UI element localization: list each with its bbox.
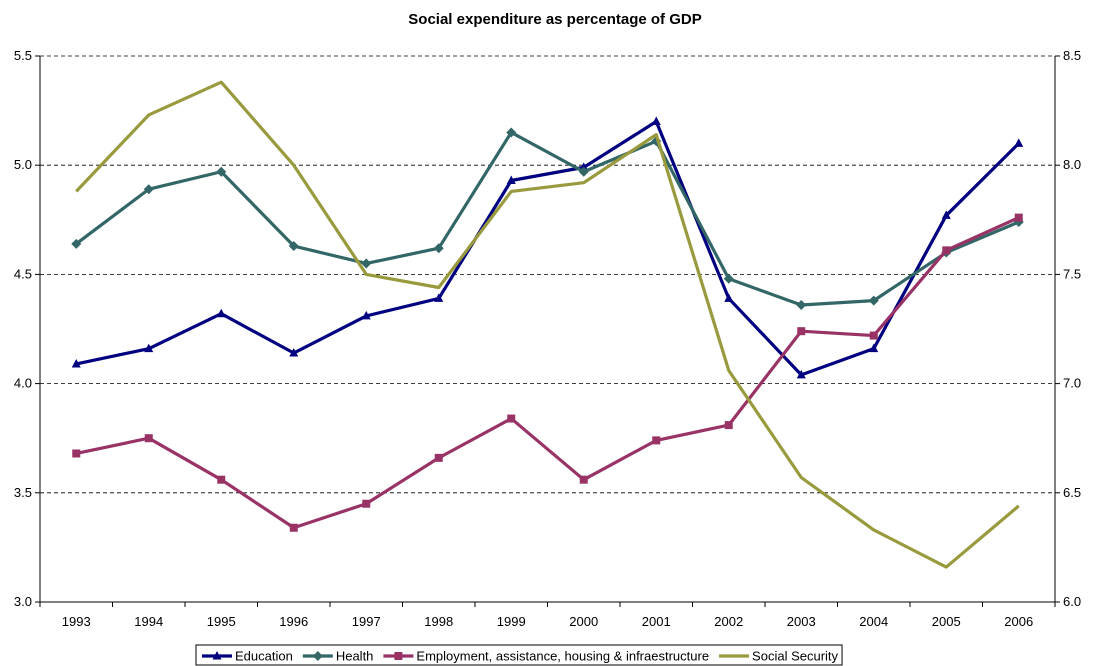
legend-item-0: Education bbox=[202, 649, 293, 664]
data-point-square bbox=[652, 436, 661, 445]
series-line bbox=[75, 130, 1020, 307]
series-0 bbox=[71, 116, 1024, 379]
chart-title: Social expenditure as percentage of GDP bbox=[408, 11, 701, 28]
data-point-diamond bbox=[796, 299, 807, 310]
x-tick-label: 1994 bbox=[134, 614, 163, 629]
legend-item-2: Employment, assistance, housing & infrae… bbox=[383, 649, 709, 664]
data-point-square bbox=[1014, 213, 1023, 222]
data-point-square bbox=[579, 475, 588, 484]
data-point-diamond bbox=[288, 241, 299, 252]
right-tick-label: 6.0 bbox=[1063, 594, 1081, 609]
series-line bbox=[75, 119, 1020, 377]
left-tick-label: 4.0 bbox=[14, 376, 32, 391]
data-point-triangle bbox=[434, 293, 444, 302]
x-tick-label: 2004 bbox=[859, 614, 888, 629]
data-point-triangle bbox=[212, 651, 222, 660]
data-point-diamond bbox=[868, 295, 879, 306]
right-tick-label: 8.0 bbox=[1063, 157, 1081, 172]
legend-label: Health bbox=[336, 649, 374, 664]
legend-label: Education bbox=[235, 649, 293, 664]
series-line bbox=[75, 216, 1020, 530]
right-tick-label: 8.5 bbox=[1063, 48, 1081, 63]
data-point-square bbox=[217, 475, 226, 484]
x-tick-label: 1995 bbox=[207, 614, 236, 629]
x-tick-label: 2006 bbox=[1004, 614, 1033, 629]
axes: 3.0 3.5 4.0 4.5 5.0 5.5 6.0 6.5 7.0 7.5 8.0 8.5 1993… bbox=[14, 48, 1081, 629]
series-3 bbox=[75, 80, 1020, 569]
data-point-diamond bbox=[216, 166, 227, 177]
data-point-triangle bbox=[651, 116, 661, 126]
x-tick-label: 2002 bbox=[714, 614, 743, 629]
right-tick-label: 7.5 bbox=[1063, 266, 1081, 281]
left-tick-label: 3.0 bbox=[14, 594, 32, 609]
left-tick-label: 5.0 bbox=[14, 157, 32, 172]
right-tick-label: 7.0 bbox=[1063, 376, 1081, 391]
legend-label: Social Security bbox=[752, 649, 838, 664]
legend-item-1: Health bbox=[302, 649, 374, 664]
right-tick-label: 6.5 bbox=[1063, 485, 1081, 500]
x-tick-label: 1993 bbox=[62, 614, 91, 629]
data-point-triangle bbox=[71, 358, 81, 368]
x-tick-label: 2001 bbox=[642, 614, 671, 629]
legend-box bbox=[195, 644, 843, 666]
data-point-triangle bbox=[796, 369, 806, 379]
data-point-diamond bbox=[312, 651, 323, 661]
gridlines bbox=[40, 55, 1055, 494]
x-tick-label: 2003 bbox=[787, 614, 816, 629]
data-point-square bbox=[72, 449, 81, 458]
data-point-square bbox=[797, 327, 806, 336]
data-point-triangle bbox=[869, 343, 879, 353]
series-layer bbox=[71, 80, 1024, 569]
data-point-triangle bbox=[289, 348, 299, 357]
legend-item-3: Social Security bbox=[719, 649, 839, 664]
data-point-diamond bbox=[723, 273, 734, 284]
data-point-square bbox=[724, 421, 733, 430]
left-tick-label: 5.5 bbox=[14, 48, 32, 63]
data-point-square bbox=[507, 414, 516, 423]
data-point-triangle bbox=[941, 210, 951, 219]
data-point-triangle bbox=[506, 175, 516, 184]
data-point-triangle bbox=[144, 343, 154, 353]
x-tick-label: 2005 bbox=[932, 614, 961, 629]
x-tick-label: 2000 bbox=[569, 614, 598, 629]
data-point-triangle bbox=[361, 310, 371, 320]
data-point-square bbox=[942, 246, 951, 255]
data-point-diamond bbox=[361, 258, 372, 269]
data-point-square bbox=[434, 453, 443, 462]
x-tick-label: 1996 bbox=[279, 614, 308, 629]
legend-label: Employment, assistance, housing & infrae… bbox=[416, 649, 709, 664]
series-2 bbox=[72, 213, 1023, 532]
data-point-square bbox=[289, 523, 298, 532]
series-1 bbox=[71, 127, 1024, 310]
data-point-diamond bbox=[71, 238, 82, 249]
left-tick-label: 3.5 bbox=[14, 485, 32, 500]
data-point-diamond bbox=[578, 166, 589, 177]
x-tick-label: 1997 bbox=[352, 614, 381, 629]
x-tick-label: 1999 bbox=[497, 614, 526, 629]
data-point-triangle bbox=[1014, 138, 1024, 147]
legend: Education Health Employment, assistance, h… bbox=[195, 644, 843, 666]
left-tick-label: 4.5 bbox=[14, 266, 32, 281]
series-line bbox=[75, 80, 1020, 569]
data-point-square bbox=[362, 499, 371, 508]
data-point-diamond bbox=[143, 184, 154, 195]
data-point-diamond bbox=[433, 243, 444, 254]
data-point-square bbox=[869, 331, 878, 340]
data-point-triangle bbox=[724, 293, 734, 302]
data-point-triangle bbox=[216, 308, 226, 318]
data-point-square bbox=[394, 652, 403, 660]
data-point-square bbox=[144, 434, 153, 443]
data-point-diamond bbox=[506, 127, 517, 138]
x-tick-label: 1998 bbox=[424, 614, 453, 629]
